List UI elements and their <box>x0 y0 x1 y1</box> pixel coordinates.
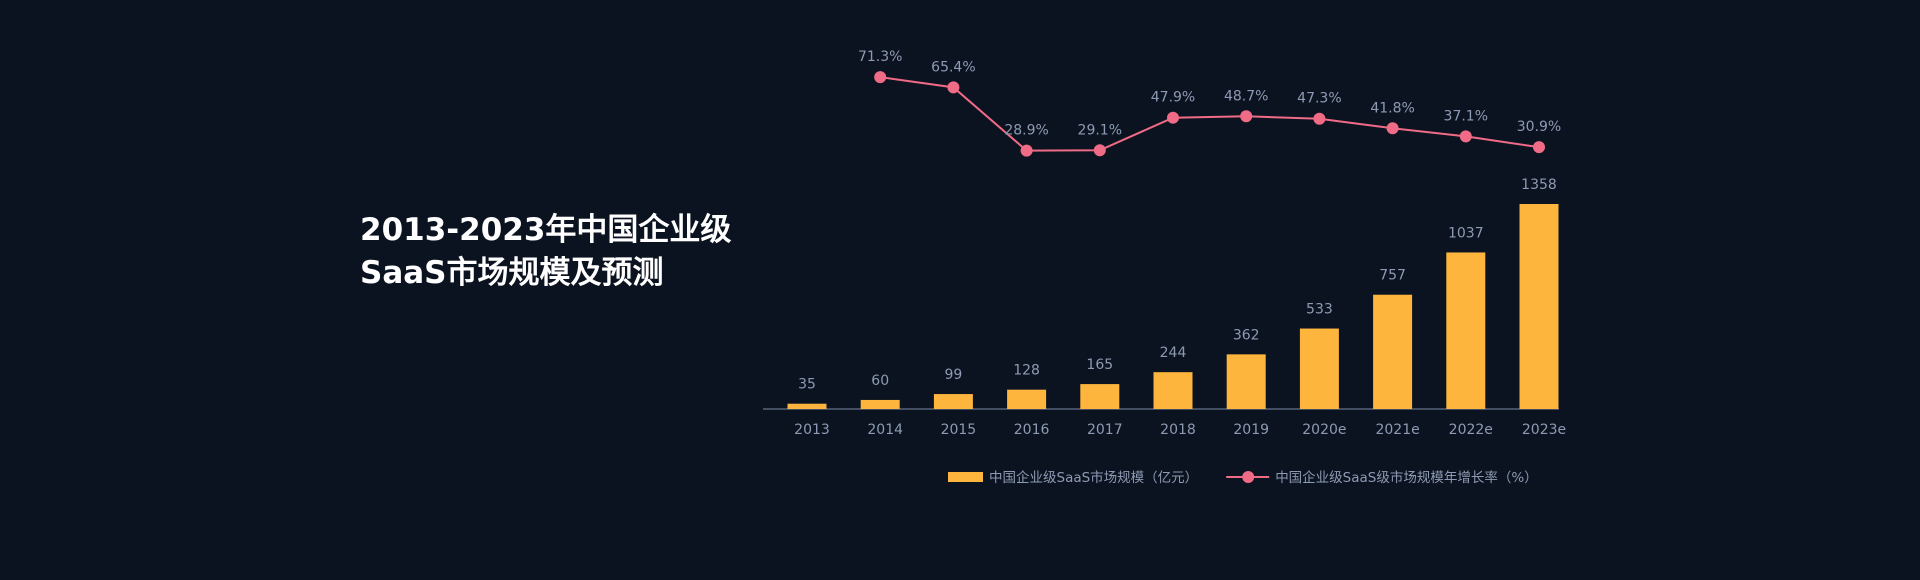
bar <box>1519 204 1559 409</box>
x-tick-label: 2021e <box>1375 422 1419 438</box>
data-label: 533 <box>1306 302 1333 318</box>
data-label: 35 <box>798 377 816 393</box>
data-label: 99 <box>944 367 962 383</box>
data-label: 1037 <box>1448 225 1484 241</box>
bar <box>933 394 973 409</box>
line-point <box>1313 112 1326 125</box>
line-point <box>1240 110 1253 123</box>
x-tick-label: 2018 <box>1160 422 1196 438</box>
bar <box>1446 252 1486 409</box>
x-tick-label: 2022e <box>1449 422 1493 438</box>
data-label: 29.1% <box>1078 122 1122 138</box>
bar <box>1226 354 1266 409</box>
x-tick-label: 2014 <box>867 422 903 438</box>
data-label: 41.8% <box>1370 100 1414 116</box>
data-label: 48.7% <box>1224 88 1268 104</box>
line-point <box>1533 141 1545 154</box>
line-point <box>1386 122 1399 135</box>
legend-label: 中国企业级SaaS级市场规模年增长率（%） <box>1275 469 1538 486</box>
x-tick-label: 2017 <box>1087 422 1123 438</box>
data-label: 71.3% <box>858 49 902 65</box>
line <box>880 76 1540 152</box>
line-point <box>1093 144 1106 157</box>
data-label: 165 <box>1086 357 1113 373</box>
bar <box>1007 389 1047 409</box>
data-label: 60 <box>871 373 889 389</box>
data-label: 65.4% <box>931 59 975 75</box>
bar <box>1299 328 1339 409</box>
x-tick-label: 2019 <box>1233 422 1269 438</box>
legend-swatch <box>1242 471 1255 483</box>
data-label: 47.3% <box>1297 91 1341 107</box>
x-tick-label: 2020e <box>1302 422 1346 438</box>
data-label: 128 <box>1013 363 1040 379</box>
legend-label: 中国企业级SaaS市场规模（亿元） <box>989 469 1198 486</box>
x-tick-label: 2015 <box>941 422 977 438</box>
bar <box>1373 294 1413 409</box>
data-label: 28.9% <box>1004 123 1048 139</box>
bar <box>860 399 900 409</box>
line-point <box>1020 144 1033 157</box>
bar <box>787 403 827 409</box>
x-tick-label: 2013 <box>794 422 830 438</box>
bar <box>1080 384 1120 409</box>
x-tick-label: 2016 <box>1014 422 1050 438</box>
x-tick-label: 2023e <box>1522 422 1566 438</box>
data-label: 362 <box>1233 327 1260 343</box>
data-label: 1358 <box>1521 177 1557 193</box>
data-label: 37.1% <box>1444 108 1488 124</box>
chart-title: 2013-2023年中国企业级 <box>360 212 731 248</box>
legend-swatch <box>948 472 983 482</box>
line-point <box>1167 111 1179 124</box>
data-label: 30.9% <box>1517 119 1561 135</box>
chart-title: SaaS市场规模及预测 <box>360 255 664 291</box>
line-point <box>1459 130 1472 143</box>
data-label: 47.9% <box>1151 90 1195 106</box>
bar <box>1153 372 1193 409</box>
data-label: 757 <box>1379 268 1406 284</box>
line-point <box>947 81 960 94</box>
data-label: 244 <box>1160 345 1187 361</box>
line-point <box>874 71 887 84</box>
